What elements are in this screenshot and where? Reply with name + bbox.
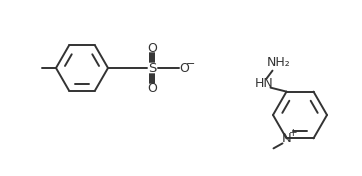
Text: +: + xyxy=(289,128,298,138)
Text: HN: HN xyxy=(255,77,274,90)
Text: N: N xyxy=(282,132,291,145)
Text: O: O xyxy=(179,61,189,74)
Text: NH₂: NH₂ xyxy=(267,56,290,69)
Text: O: O xyxy=(147,42,157,55)
Text: S: S xyxy=(148,61,156,74)
Text: −: − xyxy=(186,59,196,69)
Text: O: O xyxy=(147,81,157,95)
